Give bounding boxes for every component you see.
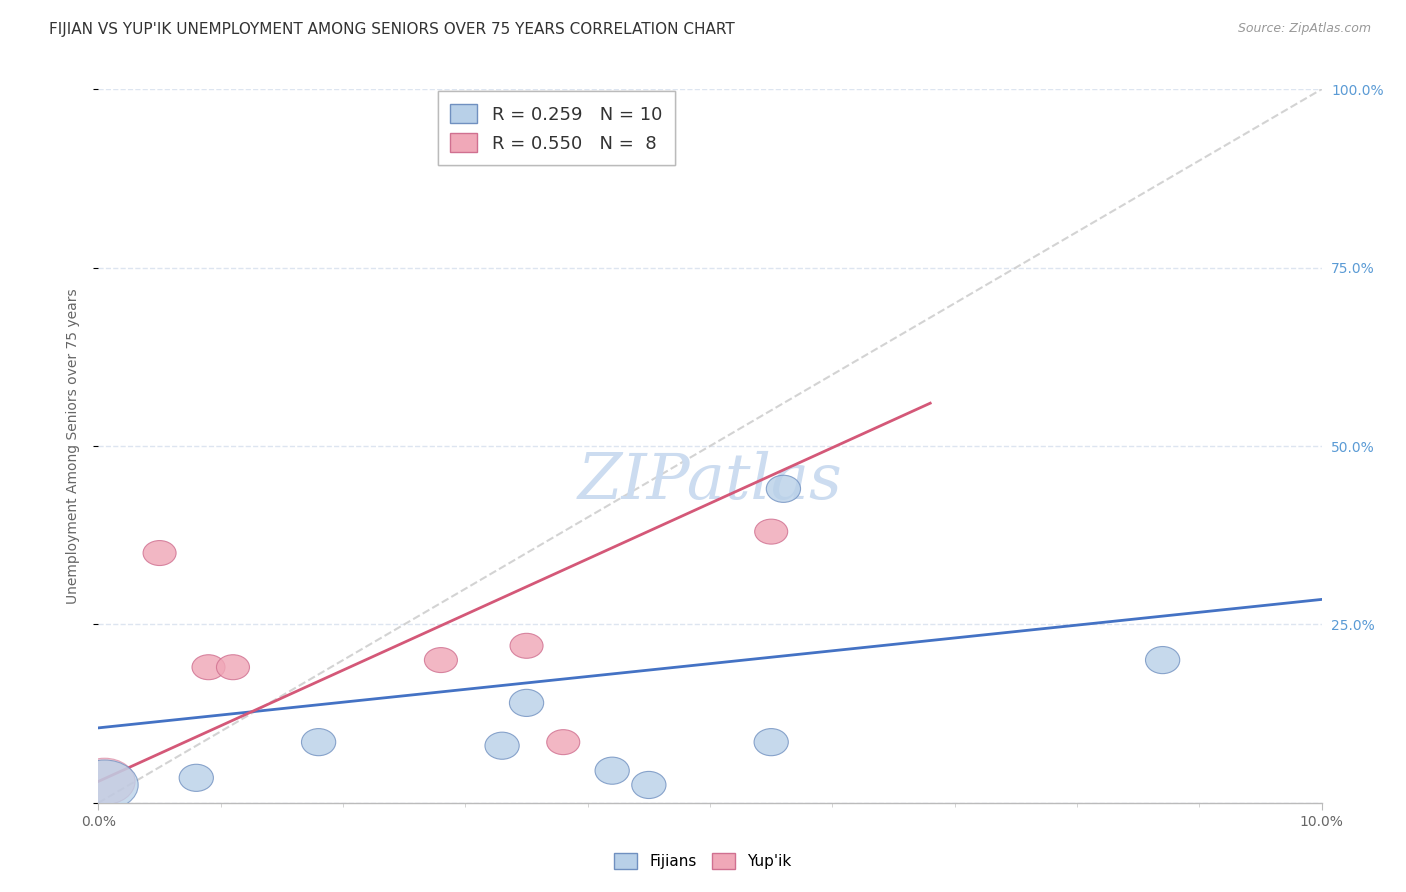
Ellipse shape (510, 633, 543, 658)
Text: ZIPatlas: ZIPatlas (578, 450, 842, 513)
Ellipse shape (193, 655, 225, 680)
Ellipse shape (595, 757, 630, 784)
Ellipse shape (217, 655, 249, 680)
Ellipse shape (143, 541, 176, 566)
Ellipse shape (75, 758, 135, 805)
Ellipse shape (509, 690, 544, 716)
Ellipse shape (755, 519, 787, 544)
Ellipse shape (179, 764, 214, 791)
Ellipse shape (425, 648, 457, 673)
Ellipse shape (301, 729, 336, 756)
Ellipse shape (485, 732, 519, 759)
Y-axis label: Unemployment Among Seniors over 75 years: Unemployment Among Seniors over 75 years (66, 288, 80, 604)
Ellipse shape (1146, 647, 1180, 673)
Legend: R = 0.259   N = 10, R = 0.550   N =  8: R = 0.259 N = 10, R = 0.550 N = 8 (437, 91, 675, 165)
Ellipse shape (754, 729, 789, 756)
Ellipse shape (631, 772, 666, 798)
Ellipse shape (547, 730, 579, 755)
Ellipse shape (766, 475, 800, 502)
Text: FIJIAN VS YUP'IK UNEMPLOYMENT AMONG SENIORS OVER 75 YEARS CORRELATION CHART: FIJIAN VS YUP'IK UNEMPLOYMENT AMONG SENI… (49, 22, 735, 37)
Legend: Fijians, Yup'ik: Fijians, Yup'ik (609, 847, 797, 875)
Ellipse shape (70, 760, 138, 810)
Text: Source: ZipAtlas.com: Source: ZipAtlas.com (1237, 22, 1371, 36)
